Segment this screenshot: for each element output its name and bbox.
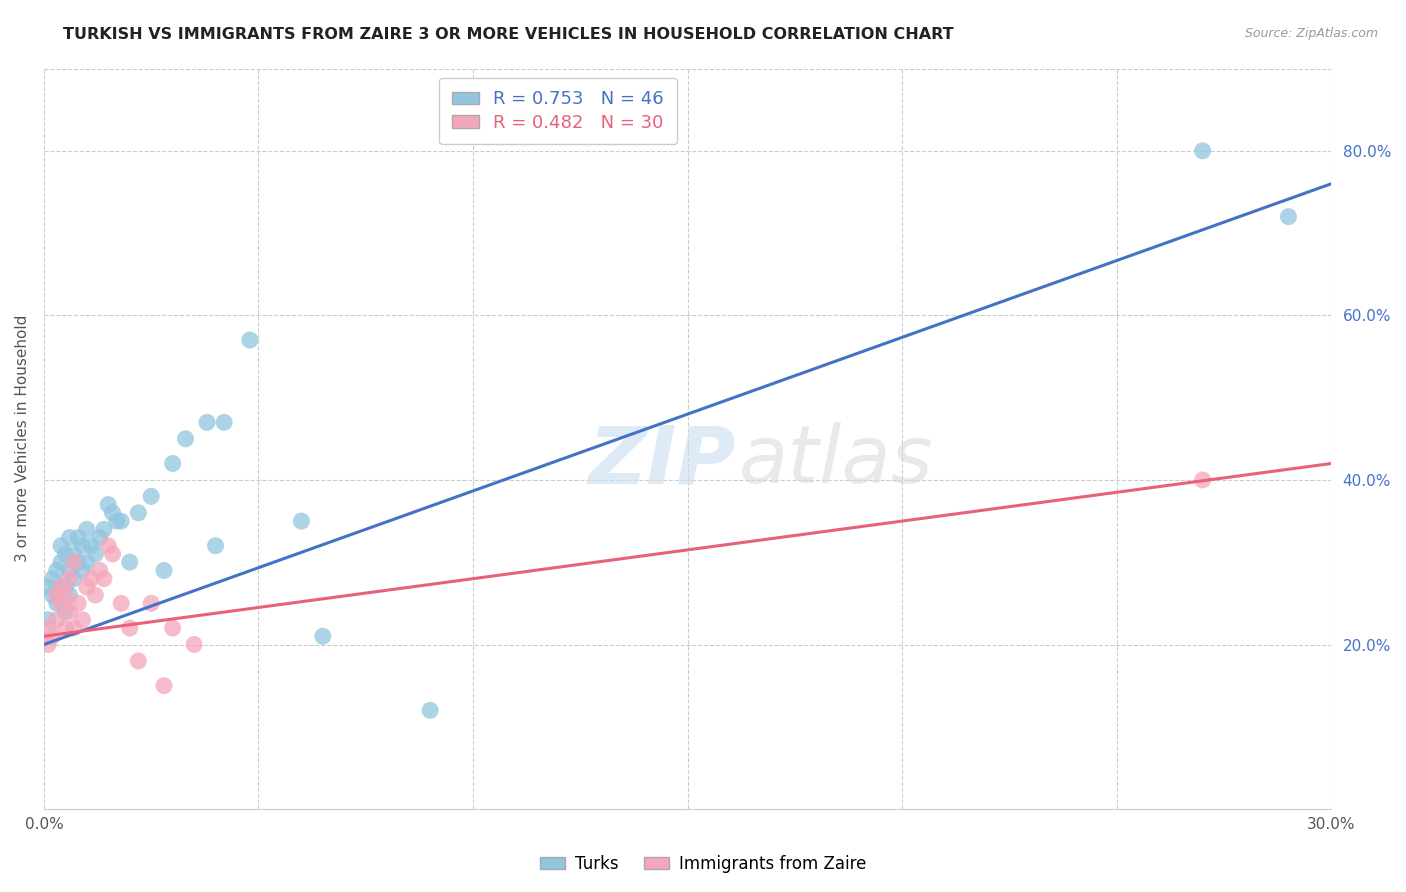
Point [141,489,163,503]
Point [59,531,82,545]
Point [419,703,441,717]
Point [63,555,86,569]
Point [37,621,59,635]
Point [72,564,94,578]
Point [67,531,90,545]
Point [80,572,103,586]
Point [141,596,163,610]
Point [72,613,94,627]
Point [97,539,120,553]
Point [37,580,59,594]
Point [290,514,312,528]
Point [59,572,82,586]
Point [105,514,128,528]
Text: Source: ZipAtlas.com: Source: ZipAtlas.com [1244,27,1378,40]
Point [37,613,59,627]
Point [118,621,141,635]
Point [63,547,86,561]
Point [97,498,120,512]
Point [89,564,111,578]
Point [37,638,59,652]
Point [101,547,124,561]
Point [93,522,115,536]
Legend: Turks, Immigrants from Zaire: Turks, Immigrants from Zaire [533,848,873,880]
Point [53,580,76,594]
Point [118,555,141,569]
Point [76,555,98,569]
Point [49,580,72,594]
Point [204,539,226,553]
Point [41,629,63,643]
Text: ZIP: ZIP [588,422,735,500]
Legend: R = 0.753   N = 46, R = 0.482   N = 30: R = 0.753 N = 46, R = 0.482 N = 30 [439,78,676,145]
Point [127,506,149,520]
Point [45,564,67,578]
Point [84,588,107,602]
Point [93,572,115,586]
Point [212,415,235,429]
Point [67,555,90,569]
Point [101,506,124,520]
Point [45,596,67,610]
Point [153,679,176,693]
Point [110,514,132,528]
Point [80,539,103,553]
Point [59,588,82,602]
Point [162,621,184,635]
Point [41,572,63,586]
Point [49,580,72,594]
Point [183,638,205,652]
Point [63,572,86,586]
Text: atlas: atlas [738,422,934,500]
Point [1277,210,1299,224]
Point [1191,473,1213,487]
Point [153,564,176,578]
Point [312,629,335,643]
Point [1191,144,1213,158]
Point [67,596,90,610]
Point [110,596,132,610]
Point [72,539,94,553]
Point [63,621,86,635]
Point [53,588,76,602]
Point [53,547,76,561]
Point [84,547,107,561]
Point [49,539,72,553]
Point [174,432,197,446]
Point [239,333,262,347]
Point [45,613,67,627]
Point [49,555,72,569]
Point [53,605,76,619]
Point [76,580,98,594]
Point [41,588,63,602]
Point [76,522,98,536]
Point [45,588,67,602]
Point [162,457,184,471]
Point [89,531,111,545]
Point [49,596,72,610]
Y-axis label: 3 or more Vehicles in Household: 3 or more Vehicles in Household [15,315,30,563]
Point [59,564,82,578]
Point [127,654,149,668]
Point [195,415,218,429]
Point [53,621,76,635]
Point [59,605,82,619]
Text: TURKISH VS IMMIGRANTS FROM ZAIRE 3 OR MORE VEHICLES IN HOUSEHOLD CORRELATION CHA: TURKISH VS IMMIGRANTS FROM ZAIRE 3 OR MO… [63,27,953,42]
